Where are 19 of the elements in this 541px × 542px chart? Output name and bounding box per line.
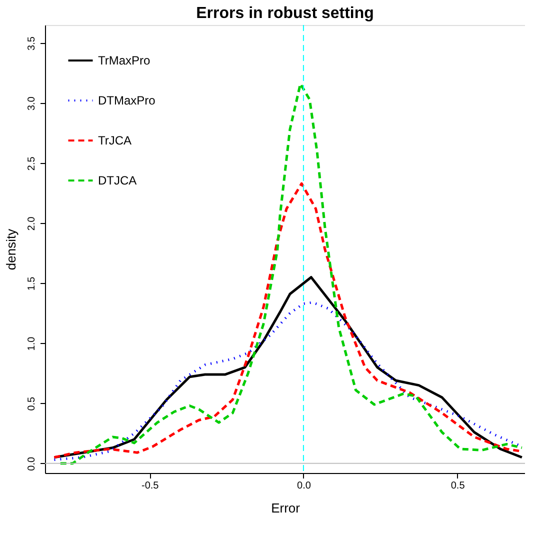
y-tick-label: 3.5 <box>26 36 38 50</box>
legend-label: TrJCA <box>98 134 132 148</box>
y-tick-label: 2.0 <box>26 216 38 231</box>
y-tick-label: 0.0 <box>26 456 38 471</box>
y-tick-label: 3.0 <box>26 96 38 111</box>
y-tick-label: 0.5 <box>26 396 38 411</box>
x-axis-title: Error <box>271 500 301 516</box>
x-tick-label: -0.5 <box>142 480 160 492</box>
y-tick-label: 1.5 <box>26 276 38 291</box>
y-axis-title: density <box>4 228 18 270</box>
legend-label: DTJCA <box>98 174 137 188</box>
chart-title: Errors in robust setting <box>196 5 374 22</box>
line-series <box>59 82 524 465</box>
y-tick-label: 1.0 <box>26 336 38 351</box>
x-tick-label: 0.5 <box>450 480 466 492</box>
legend-label: TrMaxPro <box>98 54 151 68</box>
legend-label: DTMaxPro <box>98 94 156 108</box>
x-tick-label: 0.0 <box>297 480 312 492</box>
y-tick-label: 2.5 <box>26 156 38 171</box>
